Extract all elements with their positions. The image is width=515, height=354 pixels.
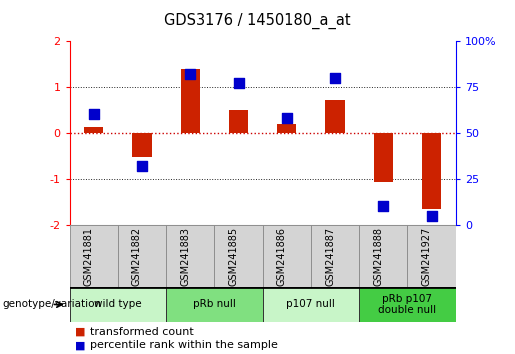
Bar — [277, 125, 297, 133]
Text: p107 null: p107 null — [286, 299, 335, 309]
Text: ■: ■ — [75, 327, 85, 337]
Bar — [181, 69, 200, 133]
Point — [234, 80, 243, 86]
Text: GDS3176 / 1450180_a_at: GDS3176 / 1450180_a_at — [164, 12, 351, 29]
Text: GSM241882: GSM241882 — [132, 227, 142, 286]
Bar — [132, 133, 151, 157]
Point — [90, 112, 98, 117]
Point — [283, 115, 291, 121]
Bar — [311, 225, 359, 287]
Bar — [374, 133, 393, 182]
Text: GSM241885: GSM241885 — [229, 227, 238, 286]
Bar — [359, 225, 407, 287]
Point — [427, 213, 436, 218]
Bar — [359, 287, 456, 322]
Bar — [214, 225, 263, 287]
Text: GSM241883: GSM241883 — [180, 227, 190, 286]
Text: genotype/variation: genotype/variation — [3, 299, 101, 309]
Text: wild type: wild type — [94, 299, 142, 309]
Point — [331, 75, 339, 80]
Bar — [263, 287, 359, 322]
Point — [138, 163, 146, 169]
Text: GSM241887: GSM241887 — [325, 227, 335, 286]
Text: percentile rank within the sample: percentile rank within the sample — [90, 340, 278, 350]
Bar — [325, 99, 345, 133]
Bar — [118, 225, 166, 287]
Text: pRb null: pRb null — [193, 299, 236, 309]
Point — [186, 71, 194, 77]
Text: ■: ■ — [75, 340, 85, 350]
Bar — [166, 287, 263, 322]
Text: GSM241888: GSM241888 — [373, 227, 383, 286]
Bar — [407, 225, 456, 287]
Text: GSM241886: GSM241886 — [277, 227, 287, 286]
Bar — [84, 127, 104, 133]
Bar — [166, 225, 214, 287]
Bar — [70, 225, 118, 287]
Text: transformed count: transformed count — [90, 327, 194, 337]
Point — [379, 204, 387, 209]
Bar — [263, 225, 311, 287]
Text: GSM241881: GSM241881 — [83, 227, 94, 286]
Text: GSM241927: GSM241927 — [422, 227, 432, 286]
Bar — [229, 110, 248, 133]
Bar — [422, 133, 441, 209]
Bar — [70, 287, 166, 322]
Text: pRb p107
double null: pRb p107 double null — [379, 293, 437, 315]
